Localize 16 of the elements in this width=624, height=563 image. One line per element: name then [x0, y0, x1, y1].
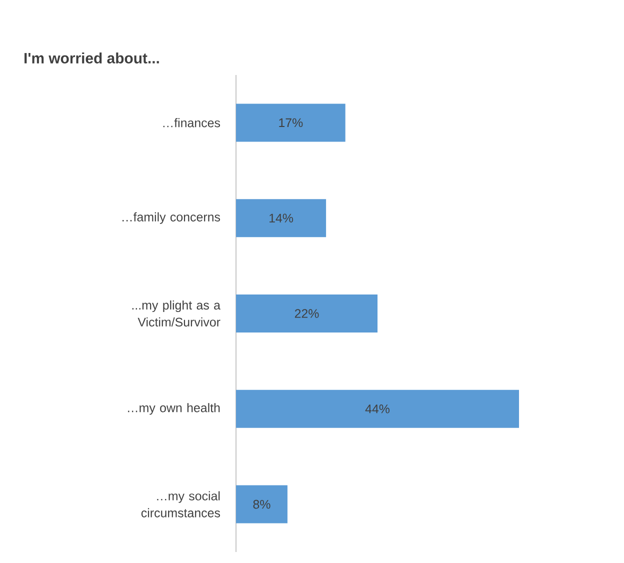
- bar: [236, 390, 520, 428]
- data-label: 44%: [365, 404, 390, 414]
- y-tick-label: …finances: [163, 118, 220, 128]
- y-tick-label: …family concerns: [122, 212, 220, 224]
- y-tick-label: ...my plight as a Victim/Survivor: [132, 300, 220, 327]
- bar: [236, 199, 326, 238]
- bar: [236, 485, 288, 524]
- y-tick-label: …my own health: [128, 403, 220, 415]
- text: I'm worried about...: [24, 52, 159, 64]
- data-label: 8%: [253, 500, 270, 509]
- bar: [236, 104, 346, 142]
- data-label: 22%: [294, 309, 319, 318]
- data-label: 17%: [279, 118, 303, 128]
- bar: [236, 294, 378, 332]
- data-label: 14%: [270, 214, 294, 222]
- y-tick-label: …my social circumstances: [141, 491, 220, 518]
